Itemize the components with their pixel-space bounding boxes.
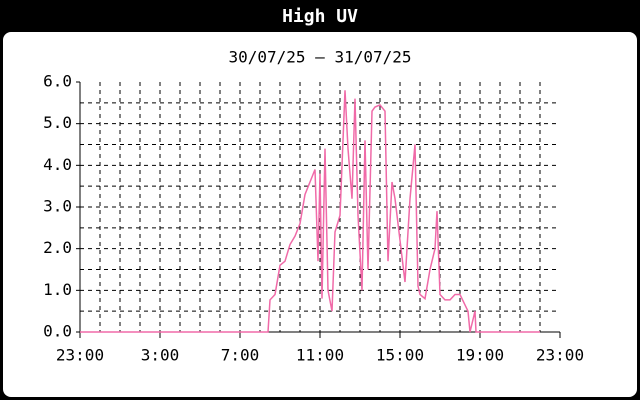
y-tick-label: 2.0 [43,238,72,257]
x-tick-label: 11:00 [296,346,344,365]
y-tick-label: 5.0 [43,113,72,132]
chart-subtitle: 30/07/25 – 31/07/25 [228,48,411,67]
x-tick-label: 19:00 [456,346,504,365]
x-tick-label: 7:00 [221,346,260,365]
x-tick-label: 23:00 [56,346,104,365]
chart-title: High UV [282,6,358,27]
x-tick-label: 23:00 [536,346,584,365]
x-tick-label: 15:00 [376,346,424,365]
data-line [80,90,540,333]
x-tick-label: 3:00 [141,346,180,365]
y-tick-label: 1.0 [43,280,72,299]
y-tick-label: 6.0 [43,72,72,91]
y-tick-label: 0.0 [43,322,72,341]
y-tick-label: 3.0 [43,197,72,216]
y-tick-label: 4.0 [43,155,72,174]
